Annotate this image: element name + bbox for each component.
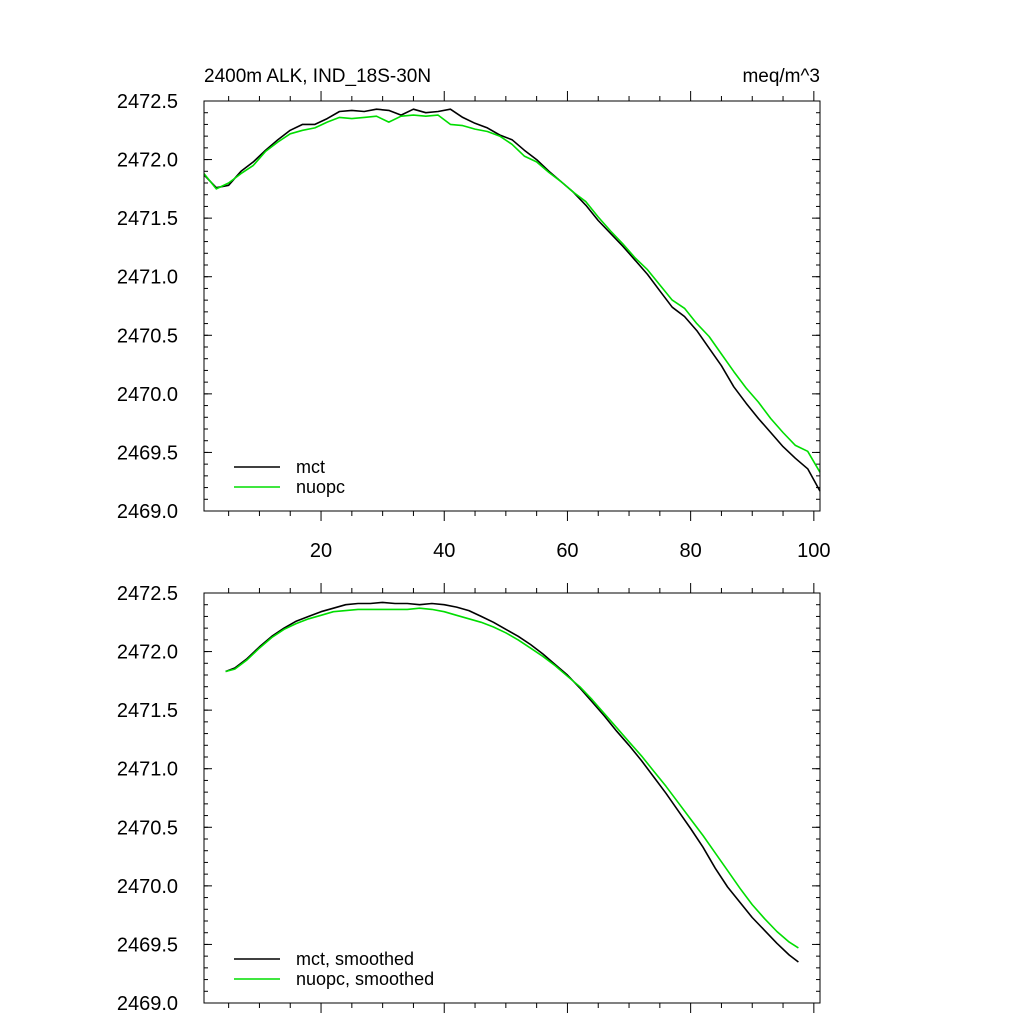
top-panel-title: 2400m ALK, IND_18S-30N — [204, 66, 431, 87]
top-ytick-label: 2472.0 — [117, 150, 178, 172]
bottom-legend-label-0: mct, smoothed — [296, 949, 414, 969]
bottom-ytick-label: 2470.0 — [117, 876, 178, 898]
top-xtick-label: 80 — [680, 540, 702, 562]
top-ytick-label: 2471.5 — [117, 208, 178, 230]
bottom-ytick-label: 2472.0 — [117, 642, 178, 664]
top-panel: 2400m ALK, IND_18S-30N meq/m^3 2469.0246… — [117, 66, 831, 562]
top-panel-ticks: 2469.0 2469.5 2470.0 2470.5 2471.0 2471.5 2472… — [117, 91, 831, 562]
top-ytick-label: 2470.5 — [117, 325, 178, 347]
top-series-mct-line — [203, 108, 821, 492]
bottom-ytick-label: 2471.5 — [117, 700, 178, 722]
top-ytick-label: 2469.5 — [117, 442, 178, 464]
top-ytick-label: 2471.0 — [117, 267, 178, 289]
bottom-panel-ticks: 2469.0 2469.5 2470.0 2470.5 2471.0 2471.5 2472… — [117, 583, 820, 1015]
top-series-nuopc-line — [203, 114, 821, 473]
bottom-panel: 2469.0 2469.5 2470.0 2470.5 2471.0 2471.5 2472… — [117, 583, 821, 1015]
top-xtick-label: 60 — [556, 540, 578, 562]
bottom-panel-lines — [225, 601, 799, 963]
top-ytick-label: 2472.5 — [117, 91, 178, 113]
bottom-panel-frame — [203, 592, 821, 1004]
bottom-ytick-label: 2469.5 — [117, 934, 178, 956]
top-xtick-label: 20 — [310, 540, 332, 562]
bottom-series-mct-smoothed-line — [225, 601, 799, 963]
bottom-ytick-label: 2471.0 — [117, 759, 178, 781]
top-panel-lines — [203, 108, 821, 492]
top-legend-label-0: mct — [296, 457, 325, 477]
bottom-ytick-label: 2472.5 — [117, 583, 178, 605]
bottom-series-nuopc-smoothed-line — [225, 607, 799, 949]
top-ytick-label: 2469.0 — [117, 501, 178, 523]
bottom-legend-label-1: nuopc, smoothed — [296, 969, 434, 989]
bottom-ytick-label: 2470.5 — [117, 817, 178, 839]
top-ytick-label: 2470.0 — [117, 384, 178, 406]
top-xtick-label: 100 — [797, 540, 830, 562]
top-xtick-label: 40 — [433, 540, 455, 562]
bottom-ytick-label: 2469.0 — [117, 993, 178, 1015]
top-panel-units: meq/m^3 — [742, 66, 820, 87]
top-legend-label-1: nuopc — [296, 477, 345, 497]
top-panel-frame — [203, 100, 821, 512]
